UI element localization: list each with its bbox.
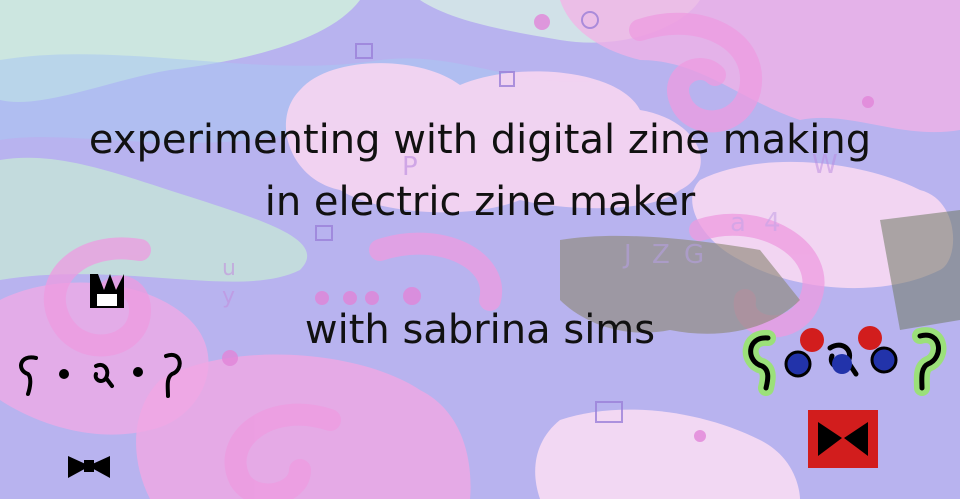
bg-letter: 4 (764, 208, 781, 238)
square-stamp-icon (595, 401, 623, 423)
eye-icon (133, 367, 143, 377)
dot-icon (403, 287, 421, 305)
circle-stamp-icon (581, 11, 599, 29)
pink-cloud-center (285, 63, 701, 213)
cheek-dot (858, 326, 882, 350)
bowtie-icon (68, 456, 110, 478)
bg-letter: J (624, 240, 632, 270)
square-stamp-icon (355, 43, 373, 59)
bg-letter: a (730, 208, 746, 238)
bg-letter: G (684, 240, 705, 270)
bg-letter: W (812, 150, 838, 180)
swirl-top-right (629, 12, 763, 133)
dot-icon (222, 350, 238, 366)
dot-icon (694, 430, 706, 442)
cheek-dot (800, 328, 824, 352)
swirl-bottom (224, 403, 341, 499)
photo-collage-piece (560, 235, 800, 334)
swirl-left (43, 237, 152, 357)
bg-letter: u (222, 256, 236, 281)
stamp-symbols (315, 11, 623, 423)
eye-icon (784, 350, 812, 378)
byline: with sabrina sims (304, 307, 656, 353)
square-stamp-icon (499, 71, 515, 87)
eye-icon (870, 346, 898, 374)
pink-cloud-bottom (136, 354, 471, 499)
dot-icon (343, 291, 357, 305)
creature-face (19, 352, 182, 398)
pink-cloud-bottom-right (535, 409, 800, 499)
creature-face (748, 332, 941, 391)
dot-icon (862, 96, 874, 108)
photo-collage-piece-right (880, 210, 960, 330)
dot-icon (315, 291, 329, 305)
title-line-2: in electric zine maker (264, 179, 696, 225)
bg-letter: y (222, 284, 236, 309)
colorful-ink-creature (742, 326, 947, 468)
title-line-1: experimenting with digital zine making (88, 117, 872, 163)
dot-icon (534, 14, 550, 30)
square-stamp-icon (315, 225, 333, 241)
swirls (43, 12, 825, 499)
bg-letter: Z (652, 240, 670, 270)
swirl-mid (369, 232, 503, 311)
bowtie-icon (818, 422, 868, 456)
bg-letter: P (402, 152, 418, 182)
dot-stamps (222, 14, 874, 442)
eye-icon (59, 369, 69, 379)
dot-icon (365, 291, 379, 305)
small-ink-creature (19, 274, 182, 478)
